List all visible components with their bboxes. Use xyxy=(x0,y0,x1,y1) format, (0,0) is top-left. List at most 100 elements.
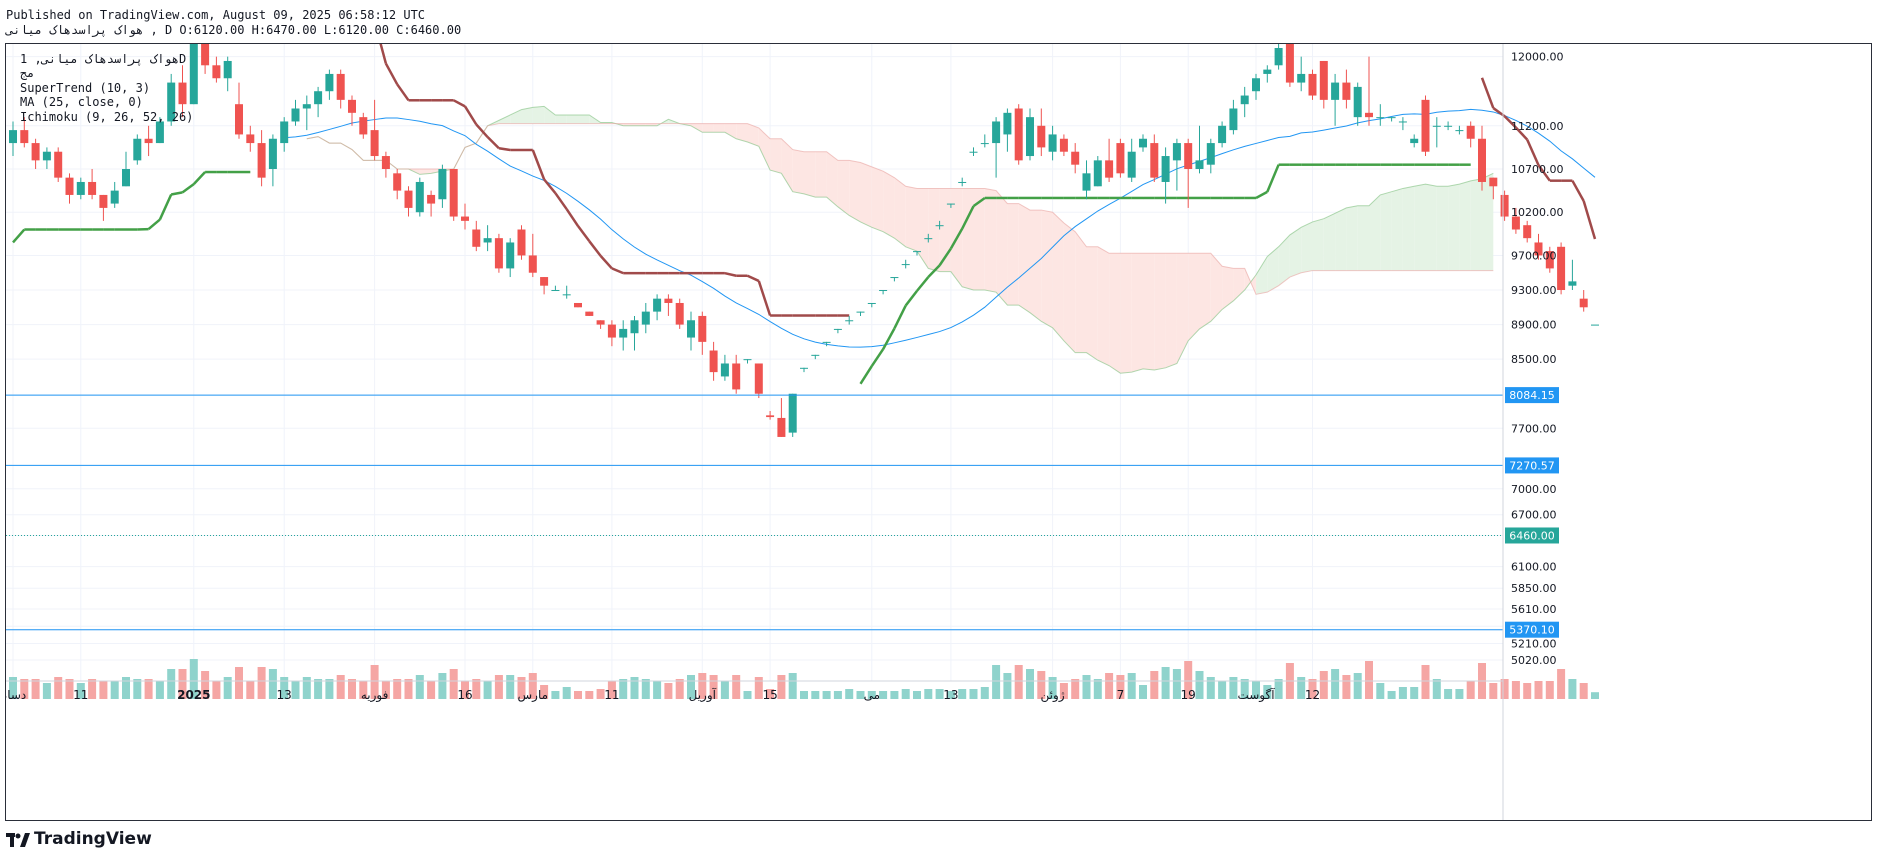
time-tick-label: 15 xyxy=(762,688,777,702)
candle-body xyxy=(811,354,820,356)
horizontal-lines xyxy=(6,394,1503,631)
price-chart[interactable]: 12000.00 11200.00 10700.00 10200.00 9700.00 9… xyxy=(6,44,1871,820)
candle-body xyxy=(302,104,311,109)
supertrend-segment xyxy=(870,348,885,367)
cloud-segment xyxy=(984,188,997,293)
legend-supertrend[interactable]: SuperTrend (10, 3) xyxy=(20,81,151,95)
volume-bar xyxy=(653,681,662,699)
cloud-segment xyxy=(996,190,1008,306)
candle-body xyxy=(1184,143,1193,170)
time-tick-label: 2025 xyxy=(177,688,210,702)
candle xyxy=(1172,138,1181,191)
candle-body xyxy=(845,320,854,322)
volume-bar xyxy=(1579,683,1588,699)
candle xyxy=(110,181,119,208)
cloud-segment xyxy=(758,127,771,171)
volume-bar xyxy=(449,669,458,699)
time-tick-label: 7 xyxy=(1117,688,1125,702)
candle-body xyxy=(890,277,899,279)
price-tick-label: 8500.00 xyxy=(1511,353,1557,366)
candle-body xyxy=(766,415,775,418)
volume-bar xyxy=(1105,673,1114,699)
candle xyxy=(449,169,458,221)
price-label-badge xyxy=(1505,527,1559,544)
candle xyxy=(1071,143,1080,174)
candle xyxy=(856,311,865,316)
candle xyxy=(167,73,176,126)
price-tick-label: 8900.00 xyxy=(1511,319,1557,332)
candle-body xyxy=(1432,125,1441,127)
volume-bar xyxy=(1229,677,1238,699)
candle-body xyxy=(122,169,130,187)
candle xyxy=(506,238,515,278)
volume-bar xyxy=(336,675,345,699)
volume-bar xyxy=(291,681,300,699)
candle xyxy=(201,44,210,74)
candle xyxy=(348,95,356,126)
supertrend-segment xyxy=(554,192,568,210)
time-tick-label: 11 xyxy=(73,688,88,702)
chart-frame[interactable]: 12000.00 11200.00 10700.00 10200.00 9700.00 9… xyxy=(5,43,1872,821)
cloud-segment xyxy=(544,106,556,124)
volume-bar xyxy=(596,689,605,699)
candle xyxy=(630,315,639,351)
legend-ichimoku[interactable]: Ichimoku (9, 26, 52, 26) xyxy=(20,110,194,124)
candle xyxy=(935,220,944,230)
candle xyxy=(381,151,390,178)
candle-body xyxy=(291,108,300,122)
supertrend-segment xyxy=(565,208,580,227)
candle-body xyxy=(212,65,221,79)
volume-bar xyxy=(1568,679,1577,699)
candle-body xyxy=(856,311,865,313)
volume-bar xyxy=(1557,669,1566,699)
candle xyxy=(867,302,876,308)
candle-body xyxy=(585,311,594,316)
cloud-segment xyxy=(1312,218,1324,271)
candle-body xyxy=(201,44,210,66)
cloud-segment xyxy=(521,107,533,124)
candle xyxy=(1093,156,1102,187)
volume-bar xyxy=(528,673,537,699)
candle xyxy=(845,315,854,325)
cloud-segment xyxy=(1086,246,1098,361)
candle-body xyxy=(743,359,752,361)
candle-body xyxy=(1218,125,1227,144)
volume-bar xyxy=(540,685,549,699)
candle xyxy=(664,294,673,316)
candle xyxy=(1421,95,1430,157)
legend-ma[interactable]: MA (25, close, 0) xyxy=(20,95,143,109)
cloud-segment xyxy=(747,123,759,147)
candle-body xyxy=(867,302,876,304)
candle-body xyxy=(732,363,741,390)
supertrend-segment xyxy=(384,62,399,85)
volume-bar xyxy=(1184,661,1193,699)
candle-body xyxy=(935,225,944,227)
supertrend-segment xyxy=(531,149,546,180)
candle-body xyxy=(709,350,718,373)
candle-body xyxy=(641,311,650,325)
time-tick-label: آوریل xyxy=(689,687,717,703)
candle xyxy=(800,367,808,373)
candle-body xyxy=(1037,125,1046,148)
candle-body xyxy=(1139,138,1147,148)
candle-body xyxy=(1082,173,1091,191)
candle xyxy=(1545,246,1554,273)
candle xyxy=(1252,73,1260,100)
candle-body xyxy=(596,320,605,325)
candle xyxy=(1059,134,1068,157)
candle-body xyxy=(833,328,842,330)
volume-bar xyxy=(223,677,232,699)
candle-body xyxy=(1195,160,1204,170)
candle xyxy=(788,393,797,437)
volume-bar xyxy=(314,679,323,699)
volume-bar xyxy=(1082,675,1091,699)
candle xyxy=(1568,259,1577,291)
volume-bar xyxy=(935,689,944,699)
candle-body xyxy=(653,298,662,312)
candle xyxy=(1161,147,1170,204)
volume-bar xyxy=(1139,685,1147,699)
volume-bar xyxy=(280,677,289,699)
cloud-segment xyxy=(498,114,511,124)
candle-body xyxy=(280,121,289,144)
volume-bar xyxy=(1037,671,1046,699)
